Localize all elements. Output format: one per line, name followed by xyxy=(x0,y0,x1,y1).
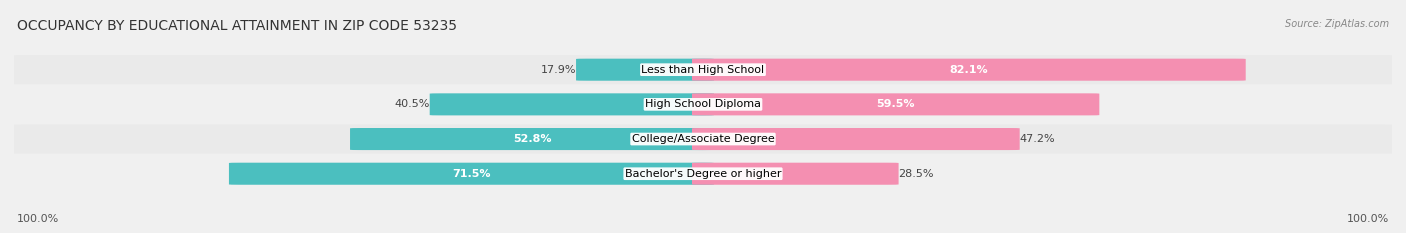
Text: 59.5%: 59.5% xyxy=(876,99,915,109)
FancyBboxPatch shape xyxy=(430,93,714,115)
FancyBboxPatch shape xyxy=(0,159,1406,188)
Text: High School Diploma: High School Diploma xyxy=(645,99,761,109)
FancyBboxPatch shape xyxy=(692,128,1019,150)
Text: Source: ZipAtlas.com: Source: ZipAtlas.com xyxy=(1285,19,1389,29)
FancyBboxPatch shape xyxy=(229,163,714,185)
Text: Less than High School: Less than High School xyxy=(641,65,765,75)
Text: Bachelor's Degree or higher: Bachelor's Degree or higher xyxy=(624,169,782,179)
Text: 28.5%: 28.5% xyxy=(898,169,934,179)
Text: College/Associate Degree: College/Associate Degree xyxy=(631,134,775,144)
FancyBboxPatch shape xyxy=(692,93,1099,115)
FancyBboxPatch shape xyxy=(692,59,1246,81)
Text: 71.5%: 71.5% xyxy=(453,169,491,179)
Text: OCCUPANCY BY EDUCATIONAL ATTAINMENT IN ZIP CODE 53235: OCCUPANCY BY EDUCATIONAL ATTAINMENT IN Z… xyxy=(17,19,457,33)
Text: 82.1%: 82.1% xyxy=(949,65,988,75)
Text: 47.2%: 47.2% xyxy=(1019,134,1056,144)
FancyBboxPatch shape xyxy=(0,55,1406,84)
Text: 52.8%: 52.8% xyxy=(513,134,551,144)
FancyBboxPatch shape xyxy=(350,128,714,150)
Text: 100.0%: 100.0% xyxy=(1347,214,1389,224)
FancyBboxPatch shape xyxy=(0,124,1406,154)
Text: 40.5%: 40.5% xyxy=(394,99,430,109)
FancyBboxPatch shape xyxy=(0,90,1406,119)
Text: 17.9%: 17.9% xyxy=(540,65,576,75)
FancyBboxPatch shape xyxy=(576,59,714,81)
FancyBboxPatch shape xyxy=(692,163,898,185)
Text: 100.0%: 100.0% xyxy=(17,214,59,224)
